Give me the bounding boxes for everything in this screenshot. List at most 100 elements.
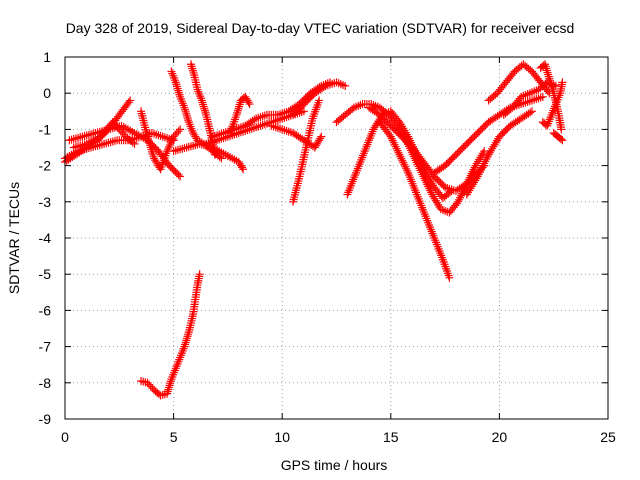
data-point xyxy=(521,98,530,107)
data-point xyxy=(527,96,536,105)
y-tick-label: -3 xyxy=(39,194,52,210)
data-point xyxy=(472,174,481,183)
data-point xyxy=(238,163,247,172)
data-point xyxy=(164,385,173,394)
data-point xyxy=(468,180,477,189)
series-track-20 xyxy=(430,92,547,177)
data-point xyxy=(186,142,195,151)
data-point xyxy=(110,136,119,145)
y-tick-label: 1 xyxy=(43,49,51,65)
data-point xyxy=(245,100,254,109)
y-axis-label: SDTVAR / TECUs xyxy=(6,182,22,294)
data-point xyxy=(126,96,135,105)
data-point xyxy=(558,136,567,145)
data-point xyxy=(108,137,117,146)
y-tick-label: -4 xyxy=(39,230,52,246)
data-point xyxy=(199,100,208,109)
data-point xyxy=(173,82,182,91)
data-point xyxy=(280,126,289,135)
data-point xyxy=(236,161,245,170)
data-point xyxy=(523,97,532,106)
data-point xyxy=(465,186,474,195)
data-point xyxy=(392,144,401,153)
data-point xyxy=(67,135,76,144)
data-point xyxy=(341,81,350,90)
data-point xyxy=(176,125,185,134)
data-point xyxy=(317,132,326,141)
data-point xyxy=(104,138,113,147)
series-track-8 xyxy=(186,60,219,159)
data-point xyxy=(182,143,191,152)
data-point xyxy=(69,135,78,144)
data-point xyxy=(188,66,197,75)
data-point xyxy=(183,332,192,341)
data-point xyxy=(239,165,248,174)
series-track-18 xyxy=(375,118,454,282)
data-point xyxy=(401,162,410,171)
data-point xyxy=(200,106,209,115)
data-point xyxy=(76,133,85,142)
data-point xyxy=(271,123,280,132)
data-point xyxy=(534,94,543,103)
data-point xyxy=(156,131,165,140)
data-point xyxy=(545,74,554,83)
data-point xyxy=(186,60,195,69)
data-point xyxy=(394,148,403,157)
data-point xyxy=(445,273,454,282)
data-point xyxy=(187,62,196,71)
data-point xyxy=(174,127,183,136)
data-point xyxy=(544,70,553,79)
data-point xyxy=(467,182,476,191)
data-point xyxy=(393,146,402,155)
data-point xyxy=(486,146,495,155)
data-point xyxy=(527,107,536,116)
data-point xyxy=(558,78,567,87)
data-point xyxy=(462,190,471,199)
data-point xyxy=(336,80,345,89)
data-point xyxy=(250,115,259,124)
data-point xyxy=(171,146,180,155)
data-point xyxy=(425,184,434,193)
data-point xyxy=(182,336,191,345)
data-point xyxy=(423,180,432,189)
data-point xyxy=(480,147,489,156)
data-point xyxy=(258,121,267,130)
data-point xyxy=(183,114,192,123)
data-point xyxy=(395,150,404,159)
data-point xyxy=(526,108,535,117)
data-point xyxy=(457,191,466,200)
data-point xyxy=(471,176,480,185)
series-track-12 xyxy=(226,92,254,138)
y-tick-label: -2 xyxy=(39,158,52,174)
data-point xyxy=(124,98,133,107)
y-tick-label: -9 xyxy=(39,411,52,427)
data-point xyxy=(456,193,465,202)
data-point xyxy=(544,72,553,81)
data-point xyxy=(169,147,178,156)
chart-title: Day 328 of 2019, Sidereal Day-to-day VTE… xyxy=(66,20,575,36)
y-tick-label: -6 xyxy=(39,302,52,318)
data-point xyxy=(466,184,475,193)
data-point xyxy=(199,102,208,111)
data-point xyxy=(163,389,172,398)
data-point xyxy=(173,145,182,154)
series-track-6 xyxy=(137,270,204,400)
data-point xyxy=(100,139,109,148)
data-point xyxy=(319,83,328,92)
data-point xyxy=(455,195,464,204)
data-point xyxy=(174,88,183,97)
axis-ticks: 0 5 10 15 20 25 -9 -8 -7 -6 -5 -4 -3 -2 -1 0 1 xyxy=(39,49,616,445)
data-point xyxy=(397,154,406,163)
data-point xyxy=(188,64,197,73)
data-point xyxy=(282,126,291,135)
series-track-13 xyxy=(267,121,326,152)
data-point xyxy=(390,140,399,149)
data-point xyxy=(137,376,146,385)
data-point xyxy=(470,163,479,172)
data-point xyxy=(316,134,325,143)
series-track-5 xyxy=(137,107,185,174)
data-point xyxy=(78,132,87,141)
data-point xyxy=(189,68,198,77)
data-point xyxy=(252,123,261,132)
data-point xyxy=(400,160,409,169)
